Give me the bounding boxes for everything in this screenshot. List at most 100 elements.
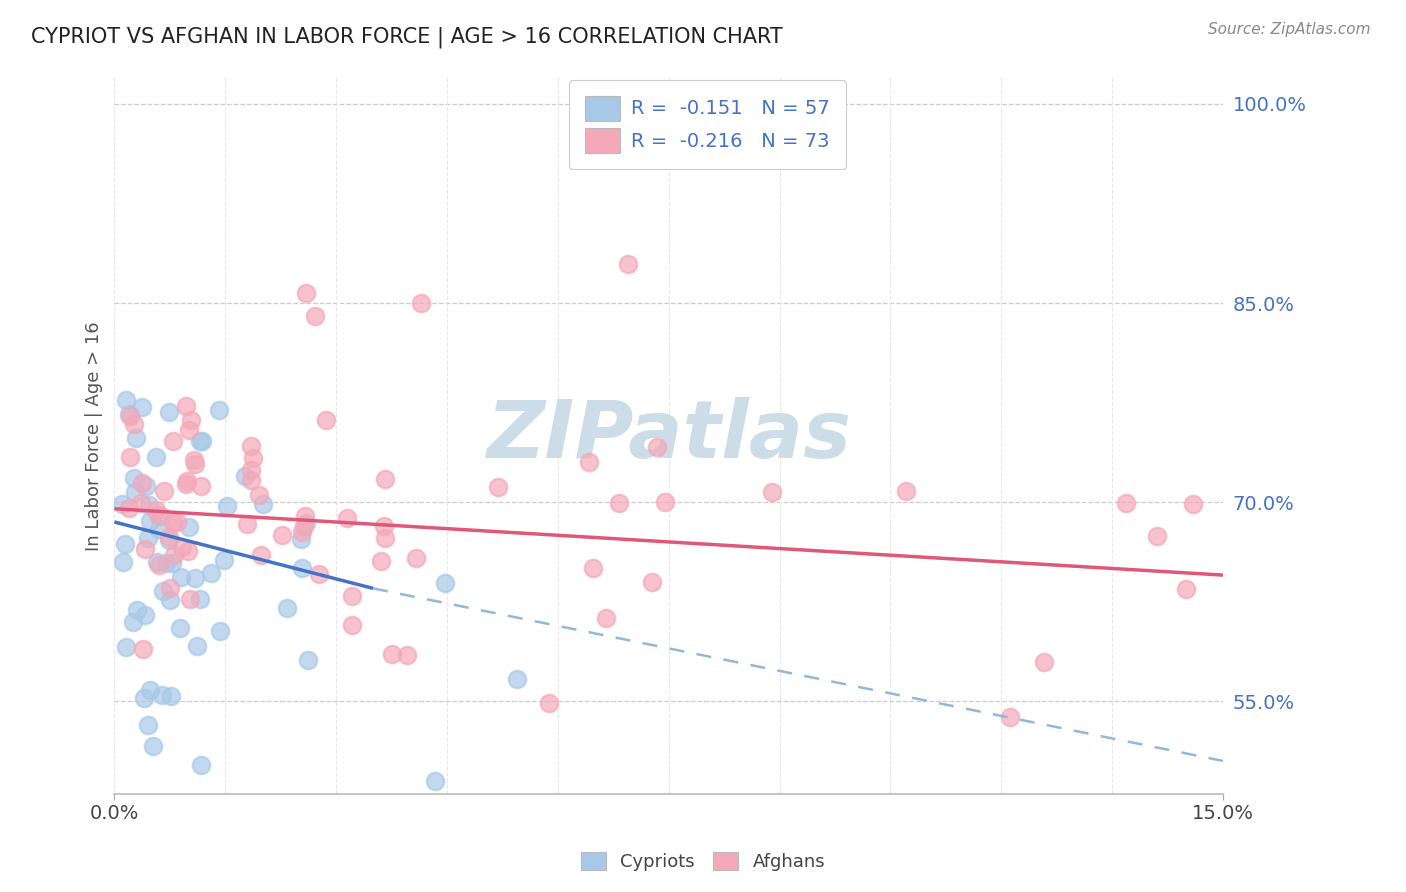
Point [247, 488, 270, 502]
Point [212, 553, 235, 567]
Point [134, 690, 156, 705]
Point [409, 296, 432, 310]
Point [118, 407, 141, 421]
Point [395, 648, 418, 662]
Point [111, 497, 134, 511]
Point [162, 556, 184, 570]
Point [200, 566, 222, 581]
Point [157, 530, 180, 544]
Point [183, 452, 205, 467]
Point [291, 524, 314, 539]
Point [405, 550, 427, 565]
Point [645, 440, 668, 454]
Point [124, 485, 146, 500]
Point [170, 570, 193, 584]
Point [125, 431, 148, 445]
Point [315, 412, 337, 426]
Point [240, 474, 263, 488]
Point [152, 584, 174, 599]
Point [1181, 497, 1204, 511]
Point [295, 286, 318, 301]
Point [252, 497, 274, 511]
Point [190, 434, 212, 448]
Point [114, 536, 136, 550]
Point [159, 592, 181, 607]
Point [122, 417, 145, 432]
Point [146, 508, 169, 522]
Point [131, 496, 153, 510]
Point [134, 541, 156, 556]
Point [595, 611, 617, 625]
Point [270, 528, 292, 542]
Point [155, 556, 177, 570]
Point [1174, 582, 1197, 596]
Point [177, 544, 200, 558]
Point [308, 566, 330, 581]
Point [139, 682, 162, 697]
Point [184, 571, 207, 585]
Point [537, 696, 560, 710]
Point [381, 647, 404, 661]
Point [209, 624, 232, 639]
Point [654, 495, 676, 509]
Point [425, 773, 447, 788]
Point [145, 450, 167, 465]
Point [340, 589, 363, 603]
Point [112, 555, 135, 569]
Point [177, 423, 200, 437]
Point [1115, 496, 1137, 510]
Point [162, 515, 184, 529]
Point [148, 558, 170, 573]
Point [160, 689, 183, 703]
Point [578, 455, 600, 469]
Point [138, 499, 160, 513]
Point [291, 561, 314, 575]
Point [162, 434, 184, 449]
Point [506, 673, 529, 687]
Point [236, 517, 259, 532]
Point [276, 601, 298, 615]
Point [118, 500, 141, 515]
Point [120, 450, 142, 465]
Point [114, 393, 136, 408]
Point [136, 718, 159, 732]
Point [208, 403, 231, 417]
Point [370, 554, 392, 568]
Text: Source: ZipAtlas.com: Source: ZipAtlas.com [1208, 22, 1371, 37]
Point [136, 531, 159, 545]
Point [242, 450, 264, 465]
Point [761, 485, 783, 500]
Point [433, 576, 456, 591]
Point [121, 615, 143, 629]
Y-axis label: In Labor Force | Age > 16: In Labor Force | Age > 16 [86, 321, 103, 550]
Point [157, 405, 180, 419]
Text: ZIPatlas: ZIPatlas [486, 397, 851, 475]
Point [131, 401, 153, 415]
Legend: R =  -0.151   N = 57, R =  -0.216   N = 73: R = -0.151 N = 57, R = -0.216 N = 73 [569, 80, 846, 169]
Point [609, 496, 631, 510]
Point [150, 688, 173, 702]
Point [239, 463, 262, 477]
Point [617, 257, 640, 271]
Point [122, 471, 145, 485]
Point [179, 591, 201, 606]
Point [640, 575, 662, 590]
Point [142, 739, 165, 753]
Point [148, 522, 170, 536]
Point [233, 468, 256, 483]
Point [215, 500, 238, 514]
Point [190, 479, 212, 493]
Point [170, 540, 193, 554]
Point [1146, 529, 1168, 543]
Point [114, 640, 136, 654]
Point [180, 413, 202, 427]
Point [135, 479, 157, 493]
Point [174, 400, 197, 414]
Point [118, 409, 141, 423]
Point [373, 518, 395, 533]
Legend: Cypriots, Afghans: Cypriots, Afghans [574, 845, 832, 879]
Point [292, 519, 315, 533]
Point [131, 475, 153, 490]
Point [152, 483, 174, 498]
Point [294, 508, 316, 523]
